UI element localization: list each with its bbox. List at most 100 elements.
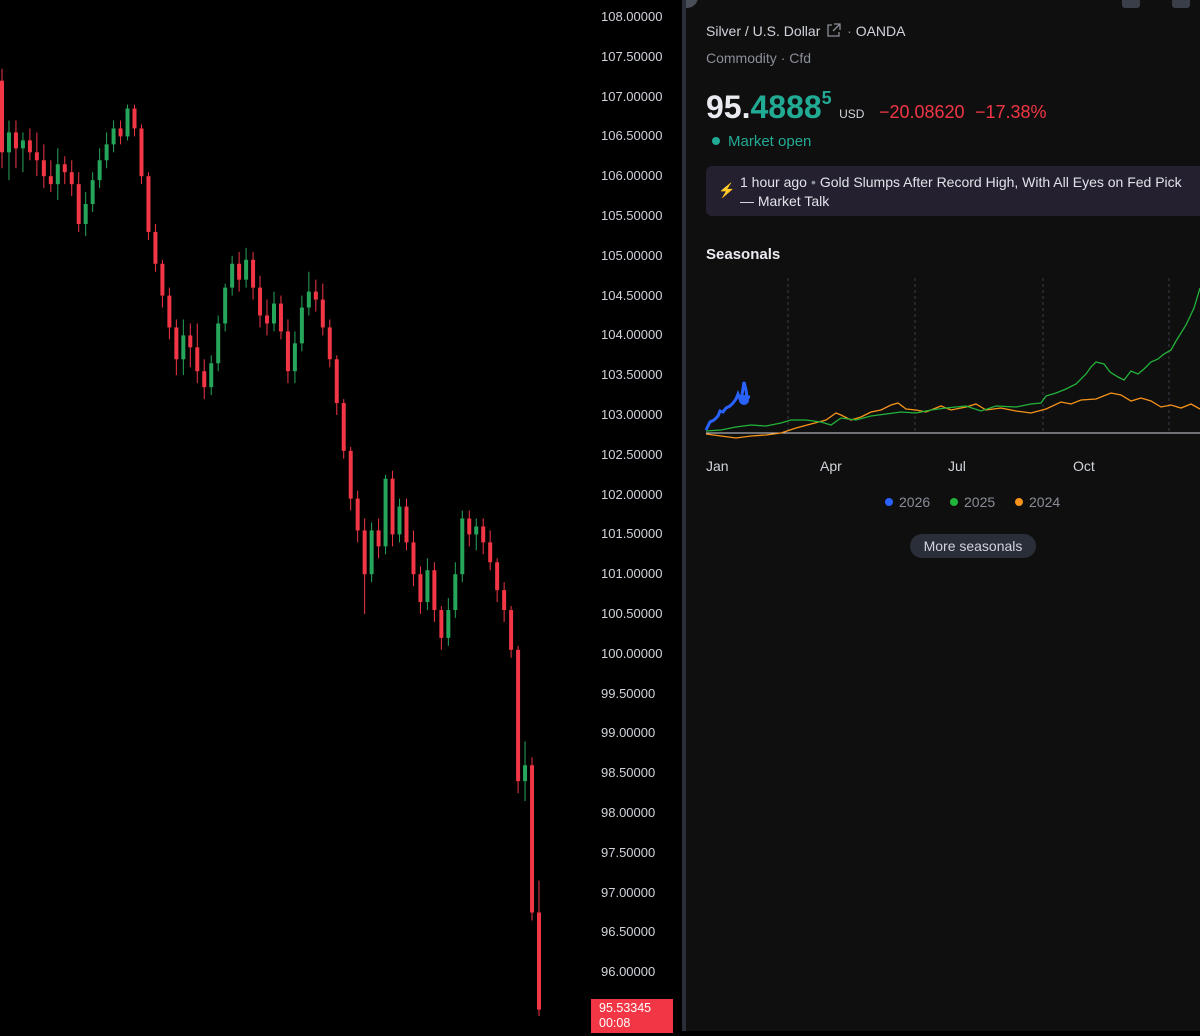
series-2025-line bbox=[705, 287, 1200, 432]
candle bbox=[334, 355, 339, 415]
price-tick-label: 98.00000 bbox=[601, 805, 656, 820]
exchange-name[interactable]: OANDA bbox=[855, 23, 906, 39]
candlestick-chart[interactable] bbox=[0, 0, 588, 1031]
panel-action-icon[interactable] bbox=[1122, 0, 1140, 8]
candles-plot[interactable] bbox=[0, 0, 588, 1031]
candle bbox=[118, 120, 123, 145]
candle bbox=[223, 283, 228, 332]
candle-body bbox=[313, 291, 318, 300]
price-decimals: 4888 bbox=[750, 89, 822, 125]
symbol-name[interactable]: Silver / U.S. Dollar bbox=[706, 23, 821, 39]
candle-body bbox=[209, 363, 214, 388]
candle bbox=[132, 104, 137, 137]
news-headline[interactable]: Gold Slumps After Record High, With All … bbox=[819, 174, 1182, 190]
candle-body bbox=[439, 610, 444, 638]
candle bbox=[516, 645, 521, 794]
candle bbox=[62, 156, 67, 185]
candle bbox=[369, 522, 374, 583]
candle bbox=[139, 124, 144, 185]
legend-2024[interactable]: 2024 bbox=[1015, 494, 1060, 510]
price-pipette: 5 bbox=[821, 88, 832, 108]
candle bbox=[69, 160, 74, 197]
candle-body bbox=[509, 610, 514, 650]
candle bbox=[537, 880, 541, 1016]
candle bbox=[376, 518, 381, 559]
price-tick-label: 97.50000 bbox=[601, 844, 656, 860]
price-tick-label: 100.50000 bbox=[601, 606, 663, 621]
candle-body bbox=[111, 128, 116, 145]
price-tick-label: 104.00000 bbox=[601, 327, 663, 343]
candle-body bbox=[411, 542, 416, 575]
candle bbox=[404, 498, 409, 551]
price-tick-label: 104.50000 bbox=[601, 287, 663, 303]
candle-body bbox=[48, 176, 53, 185]
news-source: — Market Talk bbox=[740, 193, 830, 209]
candle bbox=[90, 172, 95, 213]
seasonals-title: Seasonals bbox=[706, 246, 781, 263]
candle bbox=[41, 144, 46, 189]
legend-2025-dot-icon bbox=[950, 498, 958, 506]
candle-body bbox=[90, 180, 95, 205]
legend-2026[interactable]: 2026 bbox=[885, 494, 930, 510]
candle bbox=[27, 128, 32, 161]
candle-body bbox=[530, 765, 535, 913]
price-tick-label: 100.00000 bbox=[601, 645, 663, 661]
price-tick-label: 103.50000 bbox=[601, 367, 663, 383]
candle-body bbox=[537, 912, 541, 1010]
candle-body bbox=[34, 152, 39, 161]
candle bbox=[209, 355, 214, 396]
candle-body bbox=[181, 335, 186, 360]
candle-body bbox=[55, 164, 60, 185]
candle bbox=[355, 490, 360, 543]
candle-body bbox=[251, 259, 256, 288]
candle-body bbox=[62, 164, 67, 173]
price-tick-label: 102.00000 bbox=[601, 486, 663, 502]
candle-body bbox=[160, 263, 165, 296]
month-label-oct: Oct bbox=[1073, 458, 1095, 474]
last-price-value: 95.53345 bbox=[599, 1001, 652, 1015]
panel-menu-icon[interactable] bbox=[1172, 0, 1190, 8]
news-line-1[interactable]: 1 hour ago • Gold Slumps After Record High… bbox=[740, 174, 1182, 190]
legend-2026-label: 2026 bbox=[899, 494, 931, 510]
candle bbox=[313, 279, 318, 312]
price-tick-label: 99.00000 bbox=[601, 725, 656, 741]
candle-body bbox=[460, 518, 465, 575]
symbol-title[interactable]: Silver / U.S. Dollar · OANDA bbox=[706, 23, 906, 41]
candle bbox=[439, 606, 444, 650]
candle bbox=[20, 132, 25, 173]
pane-divider[interactable] bbox=[682, 0, 686, 1031]
candle-body bbox=[488, 542, 493, 563]
seasonals-chart[interactable] bbox=[686, 270, 1200, 450]
symbol-instrument: Cfd bbox=[789, 50, 812, 66]
candle bbox=[6, 120, 11, 181]
candle bbox=[446, 598, 451, 646]
candle-body bbox=[523, 765, 528, 782]
price-currency: USD bbox=[839, 107, 865, 121]
candle bbox=[76, 172, 81, 232]
external-link-icon[interactable] bbox=[826, 23, 841, 41]
symbol-details-panel: Silver / U.S. Dollar · OANDA Commodity ·… bbox=[686, 0, 1200, 1031]
candle bbox=[495, 558, 500, 603]
candle bbox=[481, 518, 486, 555]
candle-body bbox=[237, 263, 242, 280]
candle-body bbox=[6, 132, 11, 153]
candle-body bbox=[362, 530, 367, 575]
symbol-type: Commodity · Cfd bbox=[706, 50, 812, 66]
candle bbox=[292, 331, 297, 384]
candle bbox=[125, 104, 130, 141]
price-axis[interactable]: 108.00000 107.50000 107.00000 106.50000 106.… bbox=[588, 0, 682, 1031]
symbol-category: Commodity bbox=[706, 50, 777, 66]
candle bbox=[195, 323, 200, 384]
candle-body bbox=[397, 506, 402, 535]
candle bbox=[362, 518, 367, 614]
month-label-apr: Apr bbox=[820, 458, 842, 474]
candle bbox=[397, 498, 402, 543]
candle-body bbox=[341, 403, 346, 451]
market-status-text: Market open bbox=[728, 133, 812, 150]
news-banner[interactable]: ⚡ 1 hour ago • Gold Slumps After Record Hi… bbox=[706, 166, 1200, 216]
legend-2025[interactable]: 2025 bbox=[950, 494, 995, 510]
candle bbox=[425, 558, 430, 611]
candle-body bbox=[390, 478, 395, 535]
candle bbox=[383, 474, 388, 555]
more-seasonals-button[interactable]: More seasonals bbox=[910, 534, 1036, 558]
